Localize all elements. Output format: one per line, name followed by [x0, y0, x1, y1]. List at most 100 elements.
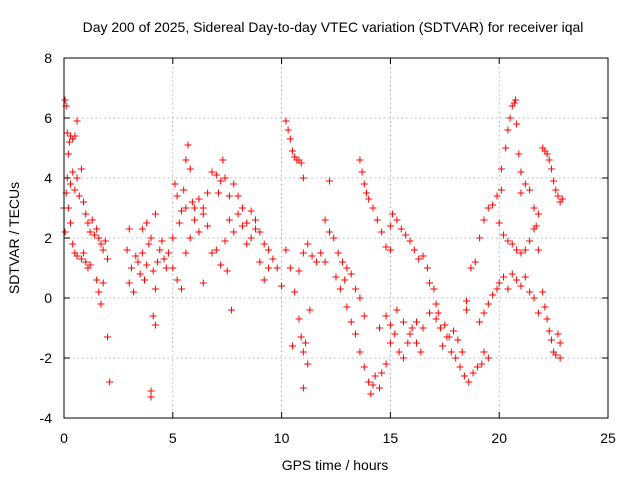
data-point	[391, 330, 399, 338]
data-point	[554, 192, 562, 200]
data-point	[378, 369, 386, 377]
data-point	[256, 228, 264, 236]
data-point	[534, 246, 542, 254]
data-point	[204, 222, 212, 230]
data-point	[73, 117, 81, 125]
data-point	[104, 255, 112, 263]
data-point	[212, 246, 220, 254]
data-point	[463, 297, 471, 305]
data-point	[125, 225, 133, 233]
data-point	[156, 246, 164, 254]
data-point	[473, 363, 481, 371]
data-point	[182, 204, 190, 212]
data-point	[480, 216, 488, 224]
data-point	[104, 333, 112, 341]
data-point	[497, 186, 505, 194]
data-point	[339, 258, 347, 266]
data-point	[75, 192, 83, 200]
data-point	[77, 165, 85, 173]
data-point	[265, 264, 273, 272]
y-tick-label: 4	[44, 170, 52, 186]
data-point	[178, 207, 186, 215]
data-point	[543, 315, 551, 323]
data-point	[195, 228, 203, 236]
data-point	[90, 231, 98, 239]
data-point	[495, 279, 503, 287]
data-point	[86, 228, 94, 236]
data-point	[517, 189, 525, 197]
data-point	[330, 234, 338, 242]
data-point	[230, 180, 238, 188]
data-point	[543, 150, 551, 158]
data-point	[147, 387, 155, 395]
data-point	[284, 126, 292, 134]
data-point	[360, 363, 368, 371]
data-point	[469, 369, 477, 377]
data-point	[208, 249, 216, 257]
data-point	[199, 279, 207, 287]
data-point	[223, 267, 231, 275]
data-point	[399, 318, 407, 326]
data-point	[204, 189, 212, 197]
data-point	[84, 219, 92, 227]
data-point	[397, 225, 405, 233]
data-point	[297, 159, 305, 167]
data-point	[251, 216, 259, 224]
data-point	[299, 348, 307, 356]
data-point	[545, 156, 553, 164]
data-point	[413, 339, 421, 347]
data-point	[356, 348, 364, 356]
data-point	[225, 192, 233, 200]
data-point	[291, 288, 299, 296]
data-point	[154, 258, 162, 266]
y-tick-label: -2	[40, 350, 53, 366]
data-point	[534, 210, 542, 218]
data-point	[288, 342, 296, 350]
data-point	[452, 354, 460, 362]
data-point	[541, 303, 549, 311]
data-point	[386, 339, 394, 347]
data-point	[219, 156, 227, 164]
data-point	[171, 180, 179, 188]
data-point	[73, 174, 81, 182]
data-point	[63, 129, 71, 137]
data-point	[65, 138, 73, 146]
data-point	[282, 117, 290, 125]
data-point	[77, 255, 85, 263]
data-point	[434, 309, 442, 317]
data-point	[208, 168, 216, 176]
data-point	[432, 315, 440, 323]
data-point	[247, 207, 255, 215]
data-point	[212, 171, 220, 179]
y-tick-label: -4	[40, 410, 53, 426]
data-point	[173, 192, 181, 200]
data-point	[556, 354, 564, 362]
data-point	[497, 165, 505, 173]
data-point	[134, 258, 142, 266]
data-point	[199, 204, 207, 212]
data-point	[321, 216, 329, 224]
data-point	[552, 351, 560, 359]
data-point	[480, 309, 488, 317]
data-point	[432, 300, 440, 308]
data-point	[417, 348, 425, 356]
data-point	[147, 393, 155, 401]
data-point	[393, 216, 401, 224]
data-point	[67, 219, 75, 227]
data-point	[306, 306, 314, 314]
data-point	[517, 282, 525, 290]
data-point	[504, 126, 512, 134]
data-point	[191, 216, 199, 224]
data-point	[127, 264, 135, 272]
data-point	[147, 234, 155, 242]
data-point	[97, 300, 105, 308]
data-point	[138, 249, 146, 257]
data-point	[93, 225, 101, 233]
data-point	[160, 255, 168, 263]
data-point	[386, 222, 394, 230]
data-point	[526, 288, 534, 296]
data-point	[356, 156, 364, 164]
data-point	[304, 360, 312, 368]
data-point	[195, 195, 203, 203]
data-point	[145, 240, 153, 248]
